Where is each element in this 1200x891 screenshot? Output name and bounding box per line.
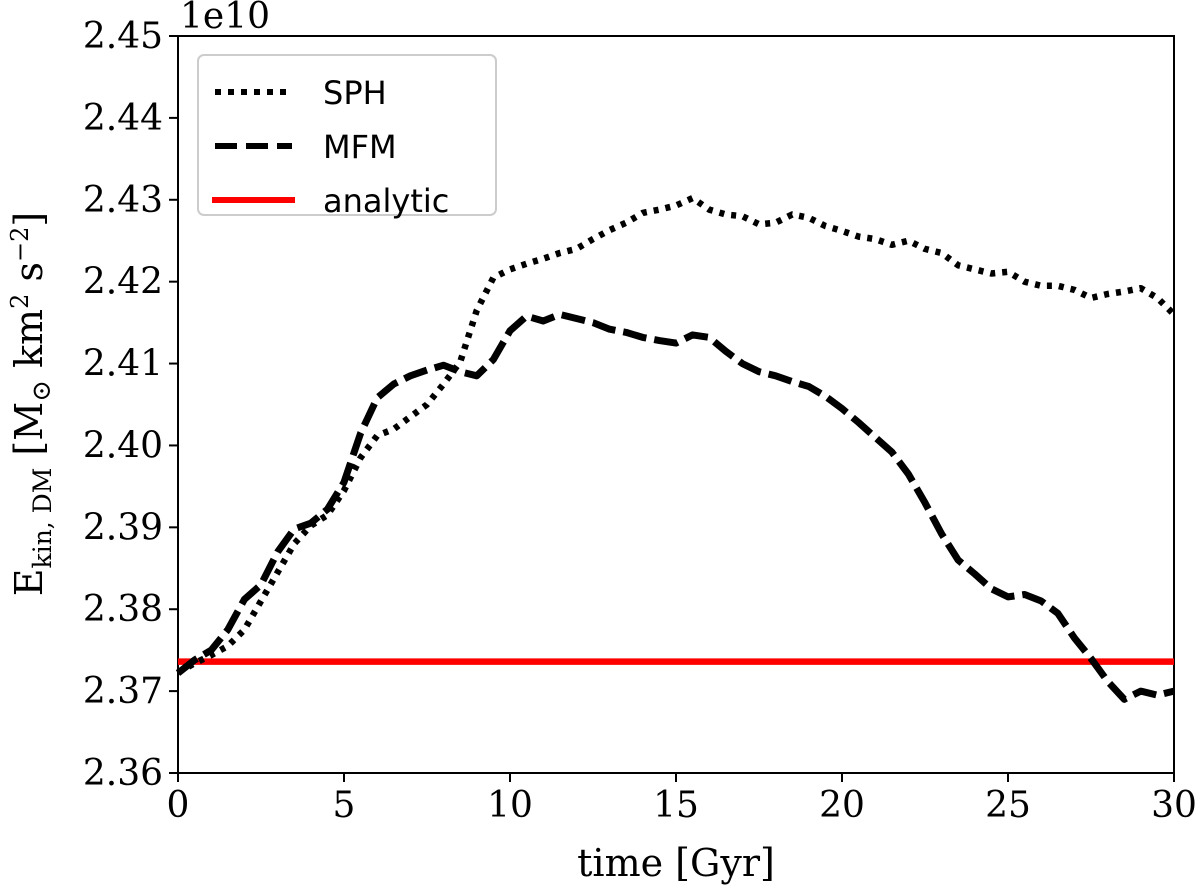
x-tick-label: 25	[985, 785, 1031, 826]
y-tick-label: 2.38	[83, 589, 163, 630]
y-label-units-exp1: 2	[6, 294, 34, 309]
y-tick-label: 2.37	[83, 671, 163, 712]
legend: SPH MFM analytic	[198, 55, 496, 220]
y-label-units-km: km	[7, 309, 51, 368]
x-tick-label: 15	[653, 785, 699, 826]
y-tick-label: 2.40	[83, 425, 163, 466]
y-tick-label: 2.39	[83, 507, 163, 548]
y-tick-label: 2.44	[83, 98, 163, 139]
y-tick-label: 2.42	[83, 262, 163, 303]
x-axis-ticks: 0 5 10 15 20 25 30	[167, 773, 1197, 826]
x-tick-label: 30	[1151, 785, 1197, 826]
x-tick-label: 20	[819, 785, 865, 826]
x-tick-label: 5	[333, 785, 356, 826]
y-label-units-close: ]	[7, 212, 51, 227]
y-label-units-sun: ⊙	[27, 380, 57, 402]
series-line-mfm	[178, 314, 1174, 699]
series-line-sph	[178, 198, 1174, 672]
svg-text:Ekin, DM [M⊙ km2 s−2]: Ekin, DM [M⊙ km2 s−2]	[6, 212, 57, 596]
chart: 0 5 10 15 20 25 30 2.36 2.37 2.38 2.39 2.40 2.41 2.4…	[0, 0, 1200, 891]
legend-label-mfm: MFM	[323, 128, 397, 166]
y-tick-label: 2.45	[83, 16, 163, 57]
y-axis-label: Ekin, DM [M⊙ km2 s−2]	[6, 212, 57, 596]
y-tick-label: 2.43	[83, 180, 163, 221]
axis-offset-text: 1e10	[180, 0, 270, 37]
x-tick-label: 0	[167, 785, 190, 826]
series-layer	[178, 198, 1174, 699]
y-axis-ticks: 2.36 2.37 2.38 2.39 2.40 2.41 2.42 2.43 2.44 2.45	[83, 16, 178, 794]
y-label-units-s: s	[7, 262, 51, 282]
y-label-units-open: [M	[7, 402, 51, 456]
legend-label-sph: SPH	[323, 74, 387, 112]
y-label-units-exp2: −2	[6, 227, 34, 262]
y-label-main: E	[7, 568, 51, 596]
y-tick-label: 2.41	[83, 344, 163, 385]
x-axis-label: time [Gyr]	[577, 841, 775, 885]
x-tick-label: 10	[487, 785, 533, 826]
y-label-sub: kin, DM	[28, 468, 57, 569]
y-tick-label: 2.36	[83, 753, 163, 794]
legend-label-analytic: analytic	[323, 182, 449, 220]
